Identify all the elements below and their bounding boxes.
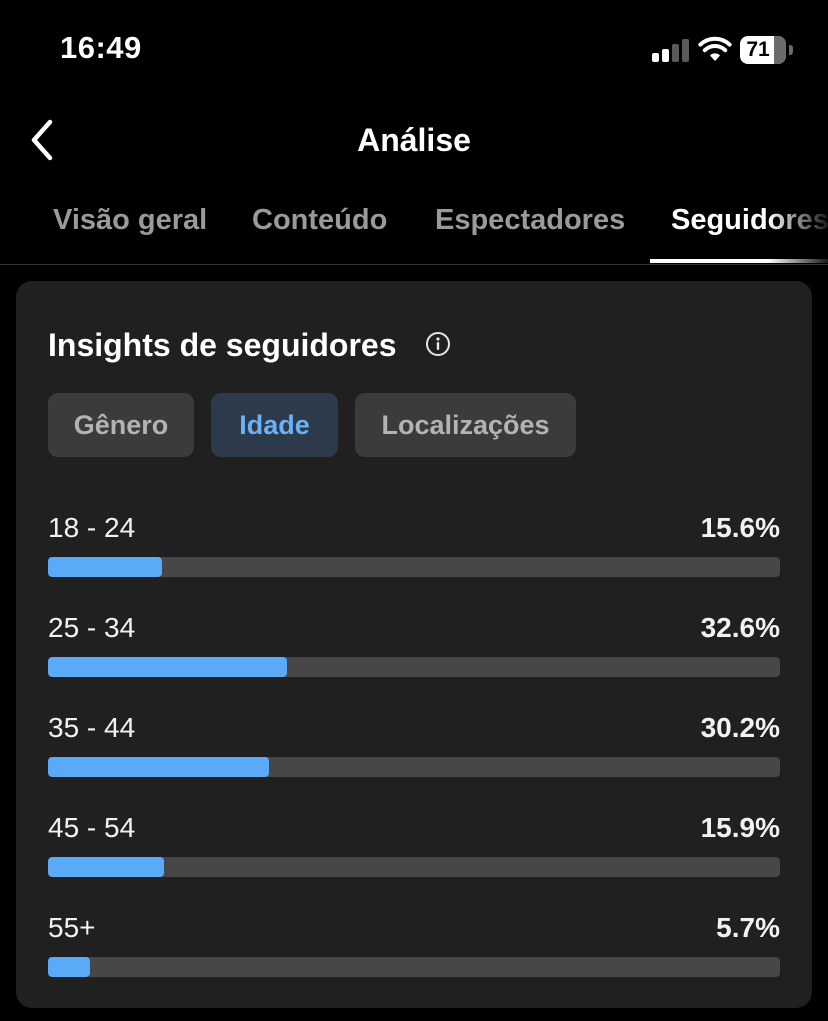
info-icon[interactable] <box>425 331 451 357</box>
age-percent-value: 15.9% <box>700 812 780 843</box>
progress-track <box>48 657 780 677</box>
tab-bar: Visão geral Conteúdo Espectadores Seguid… <box>0 186 828 265</box>
age-range-label: 35 - 44 <box>48 712 136 743</box>
card-title: Insights de seguidores <box>48 327 397 363</box>
age-range-label: 45 - 54 <box>48 812 136 843</box>
progress-fill <box>48 957 90 977</box>
age-row: 55+ 5.7% <box>48 911 780 977</box>
cellular-signal-icon <box>652 38 690 62</box>
tab-conteudo[interactable]: Conteúdo <box>252 204 388 236</box>
back-chevron-left-icon[interactable] <box>26 116 70 164</box>
progress-track <box>48 857 780 877</box>
age-range-label: 55+ <box>48 912 96 943</box>
segment-localizacoes[interactable]: Localizações <box>355 393 576 457</box>
age-percent-value: 30.2% <box>700 712 780 743</box>
page-title: Análise <box>357 122 471 158</box>
segment-idade[interactable]: Idade <box>211 393 338 457</box>
follower-insights-card: Insights de seguidores Gênero Idade Loca… <box>16 281 812 1008</box>
age-range-label: 25 - 34 <box>48 612 136 643</box>
battery-level: 71 <box>746 38 770 61</box>
status-time: 16:49 <box>60 30 142 65</box>
age-row: 25 - 34 32.6% <box>48 611 780 677</box>
progress-track <box>48 957 780 977</box>
age-percent-value: 5.7% <box>716 912 780 943</box>
age-row: 35 - 44 30.2% <box>48 711 780 777</box>
status-bar: 16:49 71 <box>0 0 828 100</box>
active-tab-indicator <box>650 259 828 263</box>
age-range-label: 18 - 24 <box>48 512 136 543</box>
age-percent-value: 15.6% <box>700 512 780 543</box>
progress-fill <box>48 657 287 677</box>
progress-fill <box>48 557 163 577</box>
age-row: 18 - 24 15.6% <box>48 511 780 577</box>
segment-genero[interactable]: Gênero <box>48 393 194 457</box>
progress-track <box>48 557 780 577</box>
tab-espectadores[interactable]: Espectadores <box>435 204 626 236</box>
progress-fill <box>48 857 165 877</box>
age-row: 45 - 54 15.9% <box>48 811 780 877</box>
wifi-icon <box>698 36 732 61</box>
tab-scroll-fade <box>768 186 828 264</box>
battery-icon: 71 <box>740 36 793 64</box>
age-percent-value: 32.6% <box>700 612 780 643</box>
progress-fill <box>48 757 270 777</box>
progress-track <box>48 757 780 777</box>
tab-visao-geral[interactable]: Visão geral <box>53 204 208 236</box>
